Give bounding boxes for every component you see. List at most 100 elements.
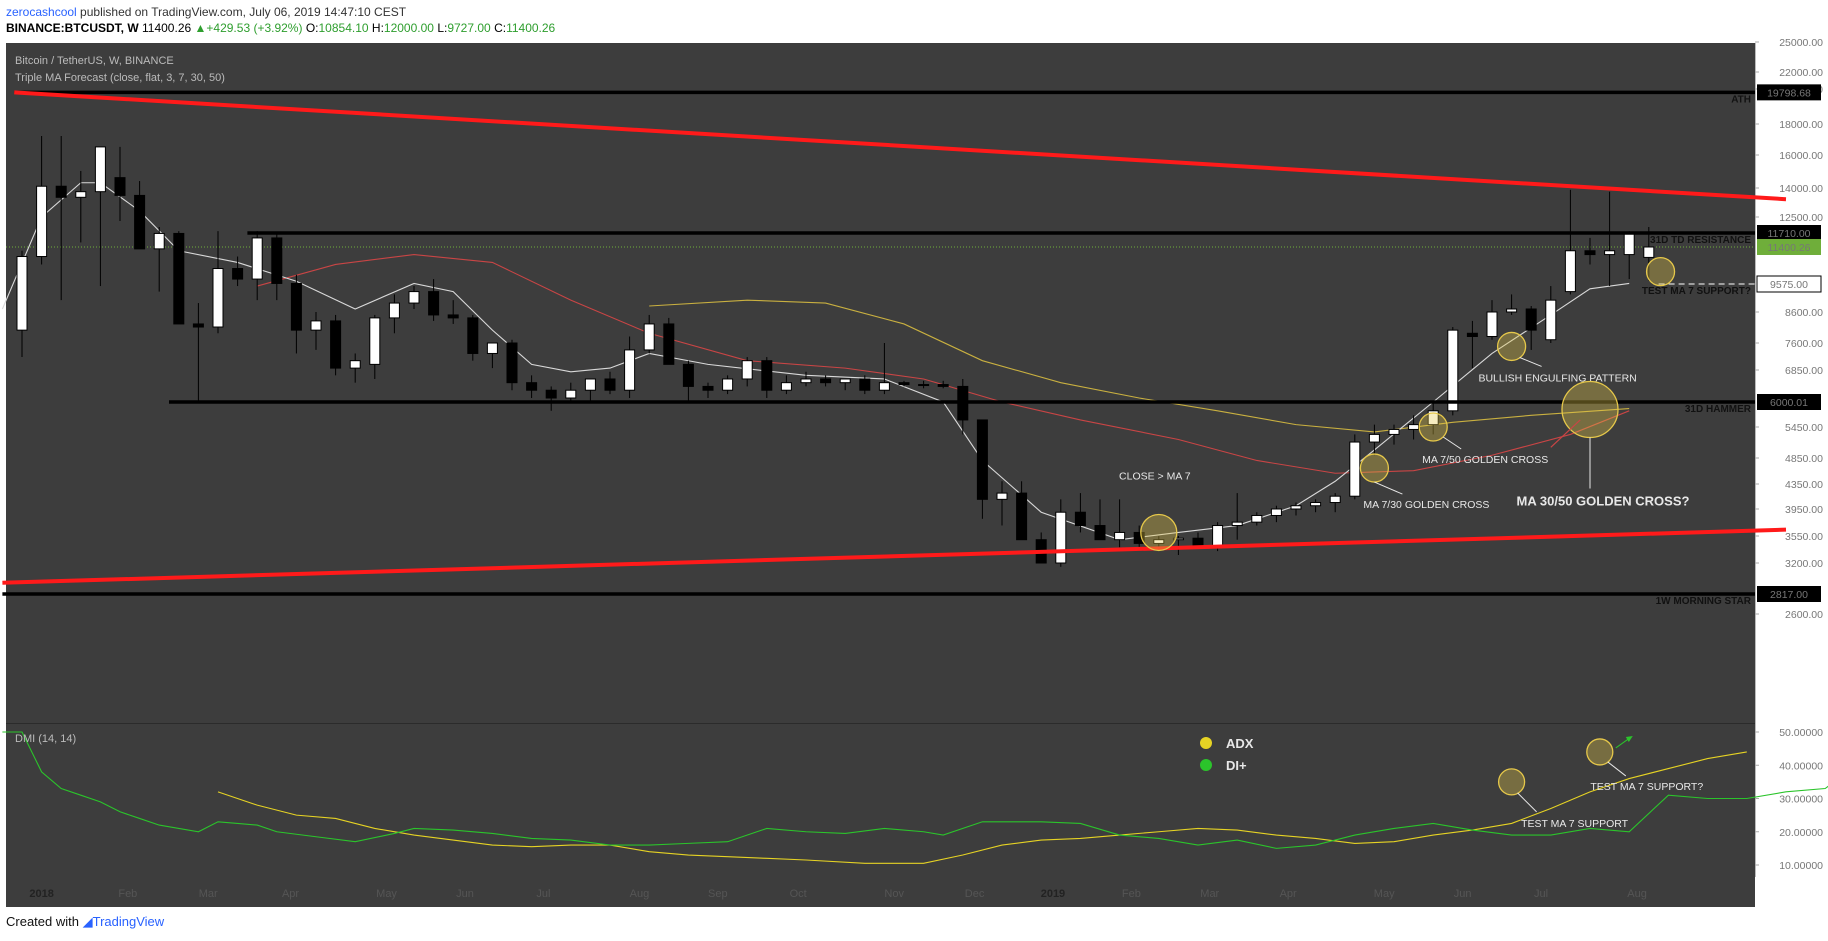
candle[interactable] bbox=[722, 375, 734, 395]
candle[interactable] bbox=[1486, 300, 1498, 340]
candle[interactable] bbox=[545, 386, 557, 411]
candle[interactable] bbox=[1388, 424, 1400, 445]
dmi-annotation-text: TEST MA 7 SUPPORT? bbox=[1590, 781, 1703, 793]
candle[interactable] bbox=[447, 300, 459, 324]
candle[interactable] bbox=[1094, 499, 1106, 541]
candle[interactable] bbox=[1114, 499, 1126, 548]
candle[interactable] bbox=[741, 357, 753, 387]
candle[interactable] bbox=[1643, 227, 1655, 281]
candle[interactable] bbox=[1329, 493, 1341, 513]
candle[interactable] bbox=[1270, 505, 1282, 523]
candle[interactable] bbox=[526, 375, 538, 399]
level-label: 31D HAMMER bbox=[1685, 404, 1752, 415]
candle[interactable] bbox=[643, 314, 655, 354]
y-tick-label: 6850.00 bbox=[1785, 365, 1823, 377]
candle[interactable] bbox=[1525, 306, 1537, 350]
dmi-y-tick-label: 20.00000 bbox=[1779, 827, 1823, 839]
candle-body bbox=[604, 378, 616, 391]
candle[interactable] bbox=[878, 343, 890, 395]
candle[interactable] bbox=[1074, 493, 1086, 533]
candle[interactable] bbox=[1251, 512, 1263, 526]
candle[interactable] bbox=[1584, 237, 1596, 265]
candle[interactable] bbox=[1604, 191, 1616, 287]
candle[interactable] bbox=[1545, 286, 1557, 343]
candle[interactable] bbox=[114, 146, 126, 221]
candle[interactable] bbox=[310, 312, 322, 350]
candle[interactable] bbox=[1133, 525, 1145, 548]
candle[interactable] bbox=[1153, 536, 1165, 548]
candle[interactable] bbox=[898, 380, 910, 387]
candle[interactable] bbox=[918, 380, 930, 389]
candle[interactable] bbox=[1055, 499, 1067, 567]
candle[interactable] bbox=[55, 135, 67, 301]
candle[interactable] bbox=[859, 375, 871, 395]
price-tag-bg bbox=[1757, 238, 1821, 255]
footer-brand[interactable]: TradingView bbox=[92, 914, 165, 929]
candle[interactable] bbox=[682, 360, 694, 402]
candle[interactable] bbox=[134, 181, 146, 250]
candle[interactable] bbox=[1427, 402, 1439, 435]
candle[interactable] bbox=[937, 380, 949, 389]
candle-body bbox=[173, 232, 185, 325]
candle[interactable] bbox=[486, 342, 498, 369]
candle[interactable] bbox=[428, 279, 440, 321]
candle[interactable] bbox=[604, 371, 616, 395]
candle-body bbox=[918, 384, 930, 387]
candle[interactable] bbox=[36, 135, 48, 265]
y-tick-label: 3950.00 bbox=[1785, 504, 1823, 516]
candle[interactable] bbox=[780, 375, 792, 395]
candle[interactable] bbox=[663, 317, 675, 365]
candle[interactable] bbox=[349, 353, 361, 383]
candle[interactable] bbox=[1349, 434, 1361, 500]
candle[interactable] bbox=[369, 314, 381, 379]
legend-label: DI+ bbox=[1226, 758, 1247, 773]
candle[interactable] bbox=[1564, 189, 1576, 295]
candle[interactable] bbox=[1231, 493, 1243, 540]
candle[interactable] bbox=[800, 371, 812, 387]
annotation-pointer bbox=[1519, 356, 1542, 367]
candle[interactable] bbox=[1310, 499, 1322, 513]
candle[interactable] bbox=[820, 375, 832, 387]
candle[interactable] bbox=[976, 419, 988, 519]
x-tick-label: Jul bbox=[1534, 888, 1548, 900]
x-tick-label: Aug bbox=[1627, 888, 1647, 900]
candle[interactable] bbox=[94, 146, 106, 287]
candle[interactable] bbox=[467, 314, 479, 361]
annotation-text: CLOSE > MA 7 bbox=[1119, 470, 1191, 482]
x-tick-label: May bbox=[376, 888, 397, 900]
candle[interactable] bbox=[388, 294, 400, 334]
candle[interactable] bbox=[153, 227, 165, 292]
candle[interactable] bbox=[173, 231, 185, 325]
candle[interactable] bbox=[16, 250, 28, 358]
candle[interactable] bbox=[192, 303, 204, 402]
candle[interactable] bbox=[996, 481, 1008, 526]
candle[interactable] bbox=[212, 231, 224, 334]
candle[interactable] bbox=[1368, 424, 1380, 456]
candle[interactable] bbox=[839, 378, 851, 391]
candle[interactable] bbox=[290, 274, 302, 354]
author-link[interactable]: zerocashcool bbox=[6, 5, 77, 19]
open-label: O: bbox=[305, 21, 319, 35]
candle[interactable] bbox=[506, 339, 518, 391]
candle[interactable] bbox=[1466, 320, 1478, 369]
candle[interactable] bbox=[584, 378, 596, 402]
candle[interactable] bbox=[565, 382, 577, 402]
candle[interactable] bbox=[1290, 502, 1302, 516]
candle[interactable] bbox=[330, 314, 342, 376]
candle[interactable] bbox=[75, 170, 87, 243]
candle[interactable] bbox=[408, 286, 420, 309]
low-label: L: bbox=[437, 21, 448, 35]
candle[interactable] bbox=[1506, 294, 1518, 315]
candle-body bbox=[1074, 511, 1086, 527]
candle[interactable] bbox=[761, 357, 773, 399]
candle[interactable] bbox=[624, 336, 636, 399]
candle[interactable] bbox=[702, 382, 714, 399]
x-axis-area bbox=[6, 877, 1755, 907]
price-tag: 19798.68 bbox=[1767, 87, 1811, 99]
candle[interactable] bbox=[271, 233, 283, 301]
candle[interactable] bbox=[1016, 481, 1028, 541]
candle[interactable] bbox=[232, 256, 244, 287]
candle[interactable] bbox=[251, 231, 263, 301]
candle[interactable] bbox=[1172, 536, 1184, 555]
